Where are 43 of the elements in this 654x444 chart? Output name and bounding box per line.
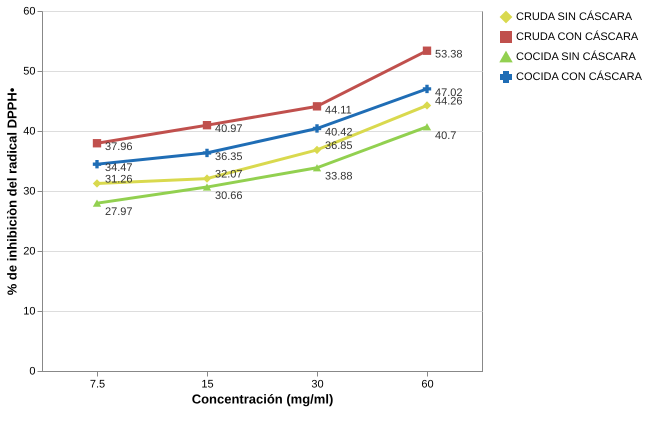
point bbox=[202, 183, 212, 191]
legend-label: CRUDA CON CÁSCARA bbox=[516, 30, 639, 43]
point bbox=[312, 102, 322, 111]
data-label: 34.47 bbox=[105, 162, 133, 174]
point bbox=[312, 164, 322, 172]
y-tick-label: 50 bbox=[23, 66, 36, 78]
x-tick-label: 60 bbox=[421, 378, 434, 390]
point bbox=[312, 146, 322, 154]
point bbox=[92, 139, 102, 148]
data-label: 40.97 bbox=[215, 123, 243, 136]
y-tick-label: 10 bbox=[23, 306, 36, 318]
data-label: 53.38 bbox=[435, 48, 463, 61]
data-label: 36.85 bbox=[325, 140, 353, 152]
legend-label: COCIDA SIN CÁSCARA bbox=[516, 50, 636, 63]
data-label: 40.42 bbox=[325, 126, 353, 138]
data-label: 44.26 bbox=[435, 95, 463, 108]
point bbox=[202, 148, 212, 158]
y-axis-title: % de inhibiciòn del radical DPPH• bbox=[4, 87, 20, 296]
data-label: 33.88 bbox=[325, 170, 353, 183]
data-label: 37.96 bbox=[105, 141, 133, 154]
data-label: 36.35 bbox=[215, 150, 243, 163]
legend-label: COCIDA CON CÁSCARA bbox=[516, 70, 643, 83]
point bbox=[422, 84, 432, 94]
data-label: 27.97 bbox=[105, 206, 133, 218]
point bbox=[422, 46, 432, 55]
data-label: 44.11 bbox=[325, 104, 352, 116]
y-tick-label: 40 bbox=[23, 126, 36, 138]
point bbox=[422, 101, 432, 110]
point bbox=[422, 123, 432, 130]
y-tick-label: 0 bbox=[29, 366, 36, 378]
point bbox=[92, 160, 102, 168]
data-label: 40.7 bbox=[435, 130, 456, 142]
x-tick-label: 15 bbox=[201, 378, 214, 390]
y-tick-label: 30 bbox=[23, 186, 36, 198]
x-tick-label: 7.5 bbox=[90, 378, 106, 390]
x-tick-label: 30 bbox=[311, 378, 324, 390]
y-tick-label: 20 bbox=[23, 246, 36, 258]
point bbox=[92, 200, 102, 207]
point bbox=[202, 120, 212, 130]
y-tick-label: 60 bbox=[23, 6, 36, 18]
x-axis-title: Concentración (mg/ml) bbox=[192, 392, 334, 406]
legend-label: CRUDA SIN CÁSCARA bbox=[516, 10, 633, 23]
data-label: 30.66 bbox=[215, 190, 243, 202]
